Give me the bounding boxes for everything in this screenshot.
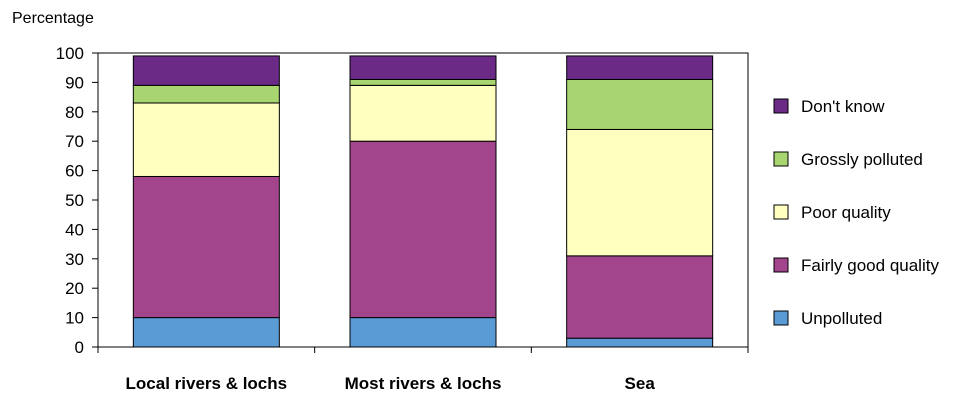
bar-segment-unpolluted <box>566 337 714 348</box>
legend-label: Fairly good quality <box>801 256 939 275</box>
bar-segment-unpolluted <box>349 317 497 348</box>
legend-swatch <box>773 257 789 273</box>
x-category-label: Most rivers & lochs <box>345 374 502 393</box>
y-tick-label: 10 <box>65 309 84 328</box>
y-tick-label: 40 <box>65 220 84 239</box>
bar-segment-poor-quality <box>132 102 280 177</box>
bar-segment-poor-quality <box>349 84 497 142</box>
legend-swatch <box>773 204 789 220</box>
legend-label: Poor quality <box>801 203 891 222</box>
legend-label: Unpolluted <box>801 309 882 328</box>
y-axis-title: Percentage <box>12 10 94 27</box>
bar-segment-unpolluted <box>132 317 280 348</box>
bar-segment-don-t-know <box>349 55 497 80</box>
bar-segment-fairly-good-quality <box>132 175 280 319</box>
y-tick-label: 50 <box>65 191 84 210</box>
bar-segment-grossly-polluted <box>132 84 280 104</box>
y-tick-label: 60 <box>65 162 84 181</box>
x-category-label: Sea <box>625 374 656 393</box>
plot-area: 0 10 20 30 40 50 60 70 80 90 100 Local rivers & loc… <box>56 44 749 393</box>
y-tick-label: 0 <box>75 338 84 357</box>
legend-swatch <box>773 98 789 114</box>
x-category-label: Local rivers & lochs <box>126 374 288 393</box>
legend-swatch <box>773 310 789 326</box>
y-tick-label: 100 <box>56 44 84 63</box>
y-tick-label: 70 <box>65 132 84 151</box>
bar-segment-fairly-good-quality <box>566 255 714 339</box>
bar-segment-fairly-good-quality <box>349 140 497 319</box>
legend: Don't know Grossly polluted Poor quality Fa… <box>773 97 939 328</box>
legend-label: Don't know <box>801 97 885 116</box>
bar-segment-don-t-know <box>132 55 280 86</box>
bar-segment-grossly-polluted <box>349 78 497 86</box>
bar-segment-don-t-know <box>566 55 714 80</box>
legend-swatch <box>773 151 789 167</box>
y-tick-label: 20 <box>65 279 84 298</box>
bar-segment-poor-quality <box>566 128 714 257</box>
legend-label: Grossly polluted <box>801 150 923 169</box>
y-tick-label: 30 <box>65 250 84 269</box>
bar-segment-grossly-polluted <box>566 78 714 130</box>
y-tick-label: 90 <box>65 73 84 92</box>
y-tick-label: 80 <box>65 103 84 122</box>
